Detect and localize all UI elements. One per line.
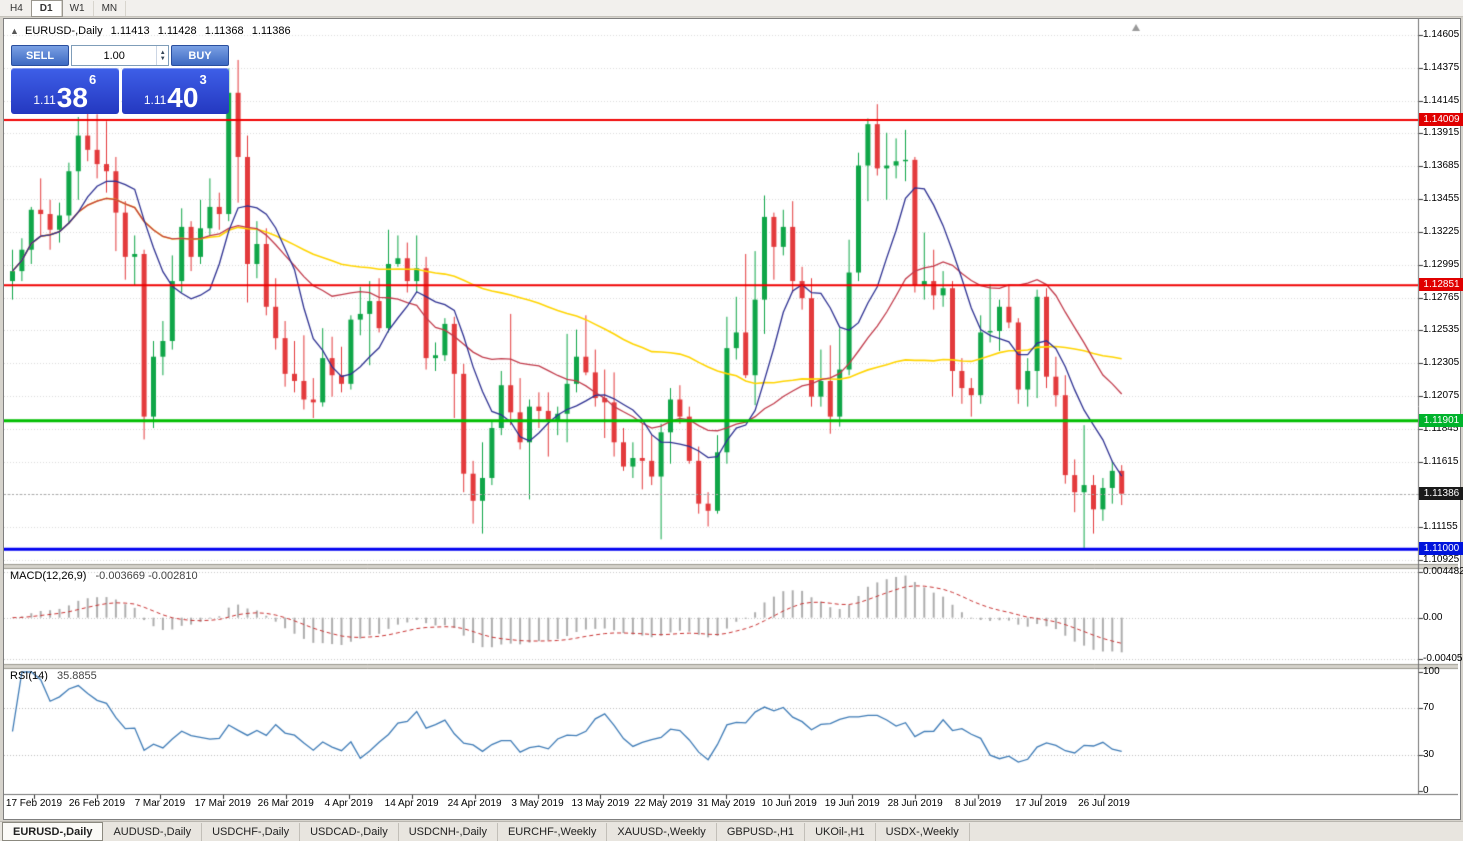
price-axis-tick: 1.12075 — [1423, 389, 1460, 401]
rsi-value: 35.8855 — [56, 670, 97, 682]
timeframe-w1-button[interactable]: W1 — [62, 0, 94, 16]
chart-tab[interactable]: USDCHF-,Daily — [202, 823, 301, 841]
macd-name: MACD(12,26,9) — [10, 570, 87, 582]
date-axis-label: 26 Feb 2019 — [68, 798, 126, 809]
macd-indicator-label: MACD(12,26,9) -0.003669 -0.002810 — [10, 570, 198, 582]
chart-tab[interactable]: EURUSD-,Daily — [2, 822, 104, 841]
chart-tab[interactable]: USDCNH-,Daily — [399, 823, 498, 841]
rsi-name: RSI(14) — [10, 670, 48, 682]
date-axis-label: 3 May 2019 — [511, 798, 564, 809]
ohlc-open: 1.11413 — [110, 25, 150, 37]
date-axis-label: 13 May 2019 — [571, 798, 630, 809]
chart-window: ▲ EURUSD-,Daily 1.11413 1.11428 1.11 3 6 8 … — [3, 18, 1463, 820]
sell-price-pips: 38 — [56, 82, 88, 113]
chart-title: ▲ EURUSD-,Daily 1.11413 1.11428 1.11368 … — [10, 25, 291, 37]
date-axis-label: 17 Jul 2019 — [1015, 798, 1067, 809]
rsi-scale-0: 0 — [1423, 785, 1429, 796]
timeframe-toolbar: H4 D1 W1 MN — [0, 0, 1463, 17]
chart-symbol-period: EURUSD-,Daily — [24, 25, 103, 37]
price-level-flag: 1.12851 — [1419, 278, 1463, 292]
sell-price-button[interactable]: 1.11 38 6 — [11, 68, 119, 114]
date-axis-label: 19 Jun 2019 — [824, 798, 880, 809]
price-axis-tick: 1.14145 — [1423, 94, 1460, 106]
timeframe-h4-button[interactable]: H4 — [2, 0, 32, 16]
date-axis-label: 17 Feb 2019 — [5, 798, 63, 809]
buy-price-button[interactable]: 1.11 40 3 — [121, 68, 229, 114]
chart-tab[interactable]: GBPUSD-,H1 — [717, 823, 806, 841]
price-axis-tick: 1.13455 — [1423, 193, 1460, 205]
sell-button[interactable]: SELL — [11, 45, 69, 66]
buy-price-integer: 1.11 — [143, 93, 167, 107]
timeframe-mn-button[interactable]: MN — [94, 0, 127, 16]
chart-tab[interactable]: XAUUSD-,Weekly — [607, 823, 717, 841]
buy-price-point: 3 — [199, 72, 207, 87]
date-axis-label: 28 Jun 2019 — [887, 798, 943, 809]
rsi-scale-30: 30 — [1423, 749, 1435, 760]
rsi-scale-70: 70 — [1423, 702, 1435, 713]
date-axis-label: 7 Mar 2019 — [134, 798, 186, 809]
macd-scale-max: 0.004482 — [1423, 566, 1463, 577]
price-level-flag: 1.11000 — [1419, 542, 1463, 556]
price-axis-tick: 1.12305 — [1423, 357, 1460, 369]
chart-tab[interactable]: AUDUSD-,Daily — [103, 823, 203, 841]
price-axis-tick: 1.13685 — [1423, 160, 1460, 172]
date-axis-label: 4 Apr 2019 — [324, 798, 373, 809]
chart-tab[interactable]: EURCHF-,Weekly — [498, 823, 608, 841]
date-axis-label: 8 Jul 2019 — [955, 798, 1002, 809]
one-click-collapse-icon[interactable]: ▲ — [10, 26, 19, 36]
ohlc-close: 1.11386 — [251, 25, 291, 37]
price-axis-tick: 1.13225 — [1423, 225, 1460, 237]
rsi-indicator-label: RSI(14) 35.8855 — [10, 670, 97, 682]
price-level-flag: 1.14009 — [1419, 113, 1463, 127]
ohlc-low: 1.11368 — [204, 25, 244, 37]
volume-increase-button[interactable]: ▲ — [159, 49, 166, 56]
price-axis-tick: 1.12995 — [1423, 258, 1460, 270]
date-axis-label: 14 Apr 2019 — [384, 798, 439, 809]
date-axis-label: 10 Jun 2019 — [761, 798, 817, 809]
date-axis-label: 26 Mar 2019 — [257, 798, 314, 809]
chart-tab[interactable]: USDX-,Weekly — [876, 823, 970, 841]
volume-stepper[interactable]: ▲ ▼ — [71, 45, 169, 66]
price-axis-tick: 1.12765 — [1423, 291, 1460, 303]
price-chart-canvas[interactable] — [4, 19, 1458, 818]
rsi-scale-100: 100 — [1423, 666, 1440, 677]
macd-signal-value: -0.002810 — [148, 570, 198, 582]
price-axis-tick: 1.13915 — [1423, 127, 1460, 139]
price-axis-tick: 1.11155 — [1423, 521, 1458, 533]
price-axis-tick: 1.14375 — [1423, 61, 1460, 73]
chart-tab[interactable]: UKOil-,H1 — [805, 823, 876, 841]
date-axis-label: 22 May 2019 — [634, 798, 693, 809]
price-axis-tick: 1.14605 — [1423, 29, 1460, 40]
chart-tab-bar: EURUSD-,Daily AUDUSD-,Daily USDCHF-,Daily U… — [0, 821, 1463, 841]
price-axis-tick: 1.11845 — [1423, 422, 1459, 434]
ohlc-high: 1.11428 — [157, 25, 197, 37]
date-axis-label: 17 Mar 2019 — [194, 798, 251, 809]
price-axis-tick: 1.12535 — [1423, 324, 1460, 336]
current-price-flag: 1.11386 — [1419, 487, 1463, 501]
macd-scale-min: -0.004057 — [1423, 653, 1463, 664]
buy-button[interactable]: BUY — [171, 45, 229, 66]
volume-input[interactable] — [72, 46, 157, 65]
price-axis-tick: 1.10925 — [1423, 554, 1460, 565]
timeframe-d1-button[interactable]: D1 — [30, 0, 63, 17]
price-level-flag: 1.11901 — [1419, 413, 1463, 427]
macd-main-value: -0.003669 — [95, 570, 146, 582]
sell-price-point: 6 — [88, 72, 97, 87]
sell-price-integer: 1.11 — [33, 93, 56, 107]
volume-decrease-button[interactable]: ▼ — [159, 55, 166, 62]
date-axis-label: 31 May 2019 — [697, 798, 756, 809]
buy-price-pips: 40 — [167, 82, 199, 113]
chart-tab[interactable]: USDCAD-,Daily — [300, 823, 399, 841]
macd-scale-zero: 0.00 — [1423, 612, 1443, 623]
price-axis-tick: 1.11615 — [1423, 455, 1459, 467]
date-axis-label: 24 Apr 2019 — [447, 798, 502, 809]
date-axis-label: 26 Jul 2019 — [1078, 798, 1130, 809]
